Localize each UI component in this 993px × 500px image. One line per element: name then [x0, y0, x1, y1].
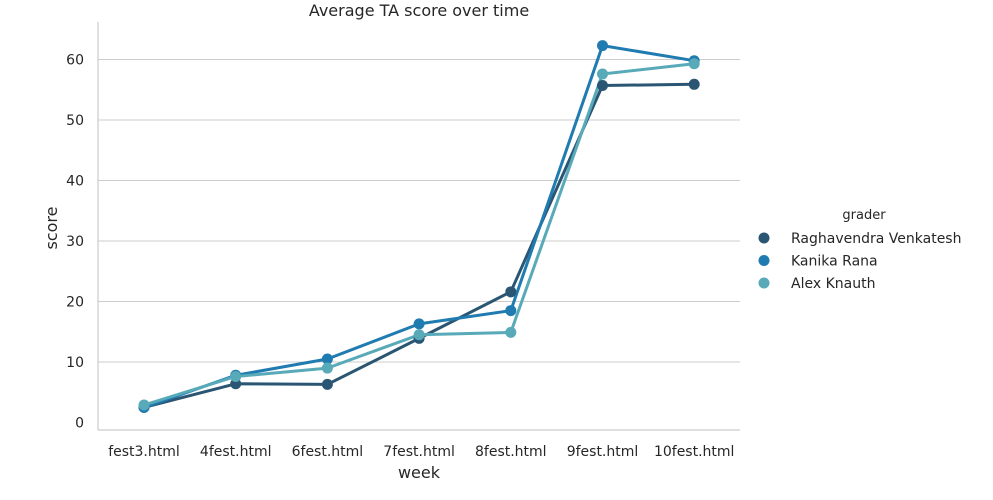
data-point [505, 305, 517, 317]
data-point [597, 40, 608, 52]
data-point [413, 318, 425, 330]
x-tick-label: fest3.html [108, 444, 180, 460]
data-point [505, 326, 517, 338]
series-line-2 [143, 62, 695, 407]
data-point [413, 329, 425, 341]
series-line-0 [143, 82, 695, 409]
y-axis-label: score [42, 207, 61, 250]
y-tick-label: 20 [66, 295, 84, 311]
data-point [321, 362, 333, 374]
gridlines [98, 59, 740, 363]
data-point [597, 80, 608, 92]
data-point [688, 58, 700, 70]
data-point [230, 371, 242, 383]
legend-label-2: Alex Knauth [791, 276, 875, 292]
axes [97, 22, 740, 431]
legend-marker-2 [758, 277, 770, 289]
data-point [321, 353, 333, 365]
legend: grader Raghavendra Venkatesh Kanika Rana A… [758, 208, 961, 292]
x-tick-label: 4fest.html [200, 444, 272, 460]
y-tick-label: 40 [66, 174, 84, 190]
data-point [688, 78, 700, 90]
data-point [138, 399, 150, 411]
series-lines [143, 44, 695, 409]
y-tick-label: 30 [66, 234, 84, 250]
y-tick-label: 60 [66, 53, 84, 69]
x-tick-label: 10fest.html [654, 444, 734, 460]
data-point [321, 378, 333, 390]
y-tick-labels: 0 10 20 30 40 50 60 [66, 53, 84, 432]
legend-marker-0 [758, 232, 770, 244]
legend-label-0: Raghavendra Venkatesh [791, 231, 961, 247]
x-tick-label: 7fest.html [383, 444, 455, 460]
x-tick-label: 8fest.html [475, 444, 547, 460]
legend-marker-1 [758, 255, 770, 266]
y-tick-label: 0 [75, 416, 84, 432]
x-tick-labels: fest3.html 4fest.html 6fest.html 7fest.html… [108, 444, 734, 460]
data-point [505, 286, 517, 298]
chart-title: Average TA score over time [309, 1, 529, 20]
y-tick-label: 50 [66, 113, 84, 129]
y-tick-label: 10 [66, 355, 84, 371]
legend-title: grader [842, 208, 886, 223]
x-tick-label: 9fest.html [567, 444, 639, 460]
x-axis-label: week [398, 463, 441, 482]
data-point [597, 68, 608, 80]
series-line-1 [143, 44, 695, 409]
series-points [138, 40, 700, 413]
legend-label-1: Kanika Rana [791, 254, 878, 270]
x-tick-label: 6fest.html [292, 444, 364, 460]
